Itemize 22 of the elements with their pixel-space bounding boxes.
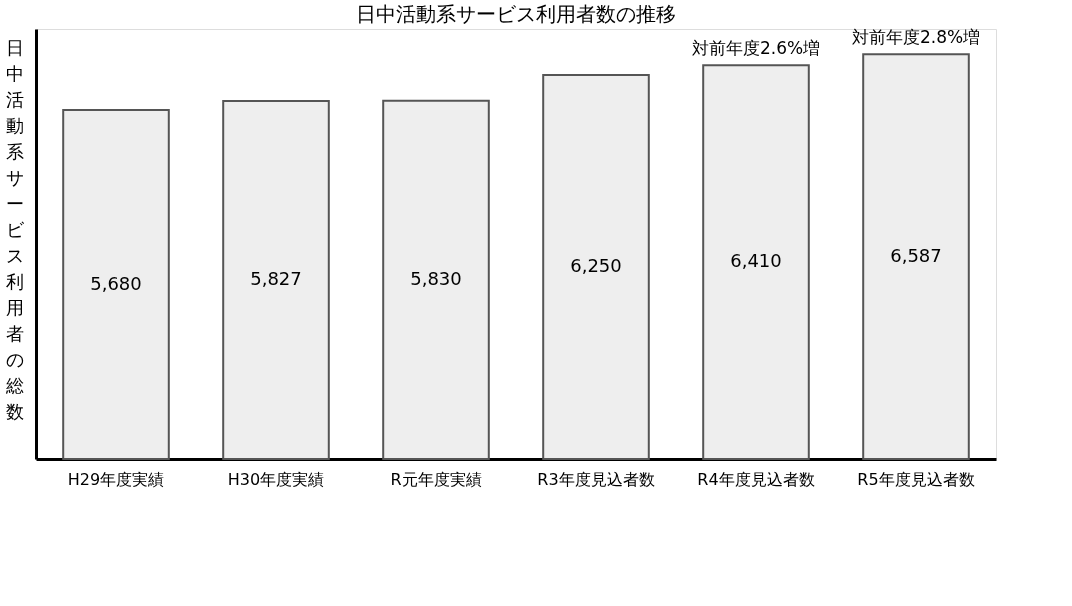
data-label: 6,587 (890, 244, 942, 266)
x-tick-label: R4年度見込者数 (697, 469, 815, 489)
x-tick-label: H30年度実績 (227, 469, 325, 489)
x-tick-label: R3年度見込者数 (537, 469, 655, 489)
bar (702, 64, 810, 460)
data-label: 6,410 (730, 250, 782, 272)
data-label: 5,827 (250, 268, 302, 290)
chart-title: 日中活動系サービス利用者数の推移 (356, 2, 676, 26)
x-tick-label: R元年度実績 (390, 469, 482, 489)
bar (62, 109, 170, 460)
data-label: 5,680 (90, 272, 142, 294)
bar (222, 100, 330, 460)
bar (382, 99, 490, 460)
data-label: 5,830 (410, 267, 462, 289)
x-tick-label: H29年度実績 (67, 469, 165, 489)
annotation: 対前年度2.8%増 (851, 27, 981, 48)
x-tick-label: R5年度見込者数 (857, 469, 975, 489)
bar (862, 53, 970, 460)
bar (542, 74, 650, 460)
data-label: 6,250 (570, 255, 622, 277)
text: 日中活動系サービス利用者の総数 (5, 36, 24, 422)
annotation: 対前年度2.6%増 (691, 38, 821, 59)
